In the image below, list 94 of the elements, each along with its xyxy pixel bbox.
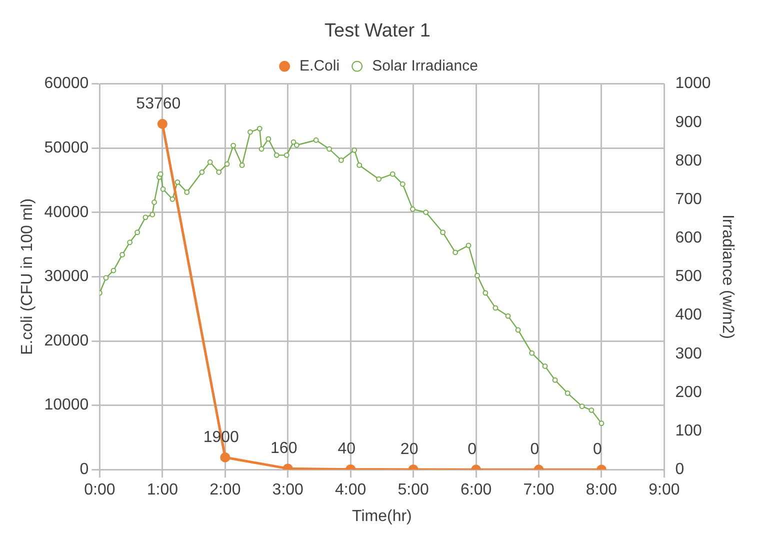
data-label: 20 [400, 440, 418, 458]
x-tick-label: 1:00 [146, 482, 178, 499]
point [482, 290, 488, 296]
point [120, 252, 125, 258]
point [160, 186, 166, 192]
point [184, 190, 190, 195]
point [248, 129, 253, 135]
y2-tick-label: 800 [675, 152, 702, 170]
legend-label: Solar Irradiance [372, 57, 478, 74]
point [338, 157, 344, 163]
y-tick-label: 20000 [44, 332, 89, 350]
point [515, 327, 521, 333]
data-label: 0 [530, 441, 540, 458]
y2-tick-label: 700 [675, 190, 702, 208]
point [158, 171, 164, 177]
y-tick-label: 60000 [44, 75, 89, 92]
point [274, 152, 280, 158]
point [400, 181, 406, 187]
point [326, 146, 332, 152]
point [284, 152, 290, 158]
y2-tick-label: 900 [675, 114, 702, 131]
point [103, 275, 109, 281]
x-tick-label: 5:00 [398, 482, 429, 499]
point [440, 230, 446, 236]
y2-tick-label: 0 [675, 461, 684, 478]
point [224, 161, 230, 167]
point [598, 420, 604, 426]
point [174, 179, 180, 185]
point [230, 142, 236, 148]
point [466, 242, 472, 248]
x-tick-label: 4:00 [335, 482, 366, 499]
point [170, 196, 176, 202]
point [352, 147, 358, 153]
data-label: 0 [468, 441, 477, 458]
legend-label: E.Coli [300, 57, 340, 74]
x-tick-label: 6:00 [460, 482, 492, 499]
x-tick-label: 2:00 [210, 482, 241, 499]
point [207, 159, 213, 165]
data-label: 53760 [136, 95, 181, 112]
data-label: 0 [593, 441, 602, 458]
point [199, 169, 205, 175]
point [410, 206, 416, 212]
point [376, 176, 382, 182]
y2-tick-label: 200 [675, 384, 702, 401]
point [142, 214, 148, 220]
data-label: 160 [270, 440, 298, 457]
point [150, 212, 156, 218]
y-tick-label: 0 [80, 461, 89, 478]
y2-tick-label: 100 [675, 422, 702, 440]
point [423, 210, 429, 215]
y2-tick-label: 400 [675, 306, 702, 324]
point [529, 350, 535, 356]
y2-axis-title: Irradiance (w/m2) [718, 214, 736, 339]
point [127, 240, 132, 246]
point [152, 200, 157, 205]
y-tick-label: 50000 [44, 140, 89, 157]
point [313, 137, 319, 143]
point [239, 162, 245, 168]
x-tick-label: 3:00 [272, 482, 304, 499]
point [542, 364, 548, 369]
point [564, 390, 570, 396]
point [552, 377, 558, 383]
point [134, 230, 140, 236]
y2-tick-label: 600 [675, 230, 702, 247]
point [356, 162, 362, 168]
point [256, 126, 262, 132]
point [452, 250, 458, 256]
point [474, 272, 480, 278]
data-label: 40 [338, 440, 356, 458]
y2-tick-label: 500 [675, 268, 702, 286]
y2-tick-label: 1000 [675, 75, 711, 92]
x-tick-label: 7:00 [523, 482, 554, 499]
point [157, 118, 168, 129]
point [588, 407, 594, 413]
point [579, 404, 585, 410]
y-tick-label: 40000 [44, 204, 89, 221]
point [216, 169, 222, 175]
point [110, 268, 116, 274]
y-axis-title: E.coli (CFU in 100 ml) [19, 198, 36, 355]
point [492, 305, 498, 311]
point [266, 136, 272, 142]
y-tick-label: 10000 [44, 396, 89, 414]
point [505, 313, 511, 319]
y2-tick-label: 300 [675, 345, 702, 362]
point [294, 142, 300, 148]
x-tick-label: 8:00 [586, 482, 618, 499]
x-tick-label: 0:00 [84, 482, 116, 499]
y-tick-label: 30000 [44, 268, 89, 286]
chart-title: Test Water 1 [324, 20, 430, 42]
x-axis-title: Time(hr) [352, 508, 412, 525]
point [258, 146, 264, 152]
x-tick-label: 9:00 [648, 482, 680, 499]
point [390, 171, 396, 177]
point [290, 139, 296, 145]
